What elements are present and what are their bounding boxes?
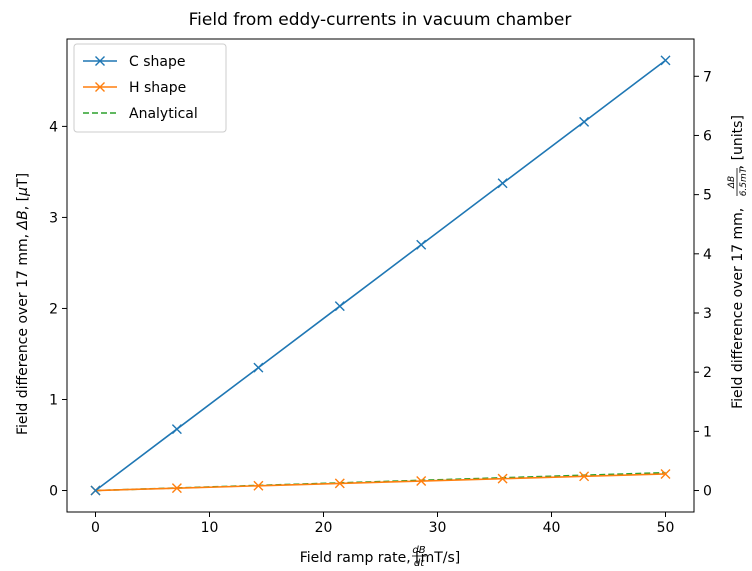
data-point-c-shape	[90, 485, 101, 496]
legend-marker-h-shape	[95, 82, 105, 92]
data-point-h-shape	[416, 476, 427, 487]
y-axis-right-label-frac-num: ΔB	[727, 176, 737, 189]
y-tick-label: 0	[49, 484, 58, 500]
data-point-c-shape	[334, 301, 345, 312]
y-right-tick-label: 7	[703, 69, 712, 85]
y-right-tick-label: 0	[703, 484, 712, 500]
x-axis-label-text: Field ramp rate, [mT/s]	[300, 550, 461, 566]
data-point-c-shape	[579, 116, 590, 127]
legend-label-analytical: Analytical	[129, 106, 198, 122]
plot-frame	[66, 38, 695, 513]
series-line-c-shape	[95, 59, 666, 492]
x-axis-label-frac-den: dt	[414, 558, 425, 569]
y-axis-right-label-text: Field difference over 17 mm, , [units]	[730, 115, 746, 409]
y-tick-label: 4	[49, 119, 58, 135]
y-right-tick-label: 1	[703, 424, 712, 440]
chart-title: Field from eddy-currents in vacuum chamb…	[189, 10, 572, 30]
legend-label-c-shape: C shape	[129, 54, 185, 70]
data-point-h-shape	[660, 468, 671, 479]
x-tick-label: 10	[201, 520, 219, 536]
y-axis-left-label: Field difference over 17 mm, ΔB, [μT]	[15, 173, 31, 435]
x-tick-label: 0	[91, 520, 100, 536]
y-axis-right-label: Field difference over 17 mm, , [units] Δ…	[727, 115, 749, 409]
x-axis-label: Field ramp rate, [mT/s] dB dt	[300, 545, 461, 569]
x-tick-label: 40	[543, 520, 561, 536]
data-point-c-shape	[497, 178, 508, 189]
legend-label-h-shape: H shape	[129, 80, 186, 96]
x-tick-label: 50	[657, 520, 675, 536]
data-point-c-shape	[171, 424, 182, 435]
plot-area	[90, 55, 671, 496]
y-right-tick-label: 5	[703, 188, 712, 204]
x-axis: 0 10 20 30 40 50	[91, 512, 674, 536]
x-axis-label-frac-num: dB	[412, 545, 425, 556]
data-point-h-shape	[579, 471, 590, 482]
y-tick-label: 2	[49, 301, 58, 317]
legend-box	[73, 43, 227, 133]
data-point-c-shape	[416, 239, 427, 250]
x-tick-label: 30	[429, 520, 447, 536]
y-axis-right: 0 1 2 3 4 5 6 7	[694, 69, 712, 500]
y-right-tick-label: 3	[703, 306, 712, 322]
y-right-tick-label: 6	[703, 128, 712, 144]
x-axis-label-prefix: Field ramp rate,	[300, 550, 411, 566]
y-tick-label: 3	[49, 210, 58, 226]
legend: C shape H shape Analytical	[73, 43, 227, 133]
y-tick-label: 1	[49, 392, 58, 408]
x-tick-label: 20	[315, 520, 333, 536]
data-point-h-shape	[253, 480, 264, 491]
x-axis-label-unit: [mT/s]	[415, 550, 460, 566]
data-point-c-shape	[253, 362, 264, 373]
data-point-h-shape	[171, 483, 182, 494]
y-axis-left: 0 1 2 3 4	[49, 119, 67, 500]
legend-marker-c-shape	[95, 56, 105, 66]
data-point-c-shape	[660, 55, 671, 66]
y-right-tick-label: 2	[703, 365, 712, 381]
data-point-h-shape	[497, 473, 508, 484]
y-axis-right-label-frac-den: 6.5mT	[739, 166, 749, 196]
data-point-h-shape	[334, 478, 345, 489]
y-right-tick-label: 4	[703, 247, 712, 263]
series-line-h-shape	[95, 473, 666, 492]
